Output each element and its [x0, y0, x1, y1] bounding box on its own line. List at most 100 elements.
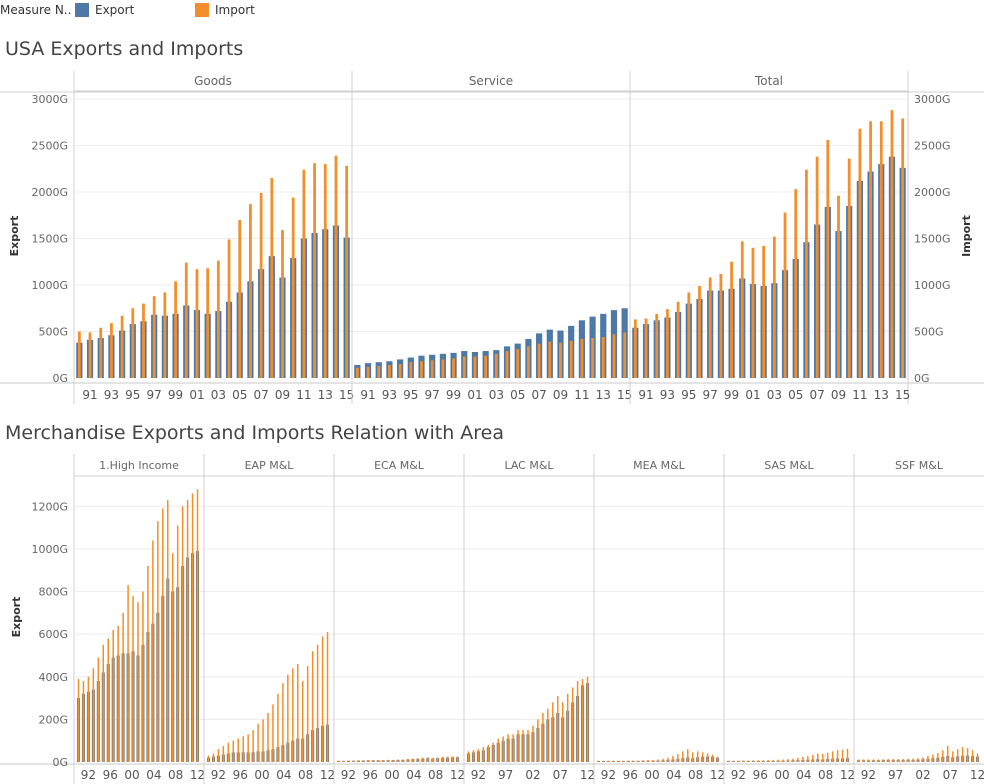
bar-import-service [473, 356, 477, 378]
bar-import-lac-m-l [512, 734, 514, 762]
bar-import-eca-m-l [397, 759, 399, 762]
bar-import-ssf-m-l [961, 747, 964, 762]
x-tick-label: 08 [298, 768, 313, 782]
bar-import-lac-m-l [482, 747, 485, 762]
panel-header-ssf-m-l: SSF M&L [895, 459, 944, 472]
bar-import-goods [249, 204, 252, 378]
x-tick-label: 07 [553, 768, 568, 782]
bar-import-sas-m-l [807, 756, 809, 762]
x-tick-label: 02 [915, 768, 930, 782]
bar-import-ssf-m-l [887, 759, 889, 762]
x-tick-label: 93 [660, 388, 675, 402]
bar-import-mea-m-l [667, 757, 669, 762]
x-tick-label: 96 [753, 768, 768, 782]
bar-import-1-high-income [191, 493, 194, 762]
x-tick-label: 07 [531, 388, 546, 402]
bar-import-total [805, 169, 808, 378]
x-tick-label: 09 [831, 388, 846, 402]
bar-import-1-high-income [122, 612, 124, 762]
bar-import-goods [131, 308, 135, 378]
bar-import-total [901, 118, 905, 378]
bar-import-ssf-m-l [912, 758, 914, 762]
bar-import-mea-m-l [677, 753, 679, 762]
x-tick-label: 01 [467, 388, 482, 402]
bar-import-service [601, 337, 605, 378]
bar-import-ssf-m-l [927, 756, 929, 762]
bar-import-service [388, 364, 391, 378]
x-tick-label: 05 [510, 388, 525, 402]
bar-import-ssf-m-l [966, 748, 969, 762]
y-tick-label-left: 1500G [31, 233, 68, 246]
bar-import-goods [142, 303, 145, 378]
chart2-title: Merchandise Exports and Imports Relation… [5, 422, 505, 444]
y-tick-label-left: 500G [38, 326, 68, 339]
bar-import-sas-m-l [737, 760, 740, 762]
bar-import-mea-m-l [627, 760, 629, 762]
y-axis-title-right: Import [960, 215, 973, 257]
bar-import-total [879, 121, 883, 378]
y-tick-label-right: 2000G [914, 186, 951, 199]
bar-import-goods [227, 239, 231, 378]
bar-import-sas-m-l [787, 759, 789, 762]
bar-import-1-high-income [132, 595, 134, 762]
bar-import-lac-m-l [477, 749, 480, 762]
bar-import-ssf-m-l [857, 759, 860, 762]
bar-import-1-high-income [92, 668, 95, 762]
merchandise-area-chart: 0G 200G 400G 600G 800G 1000G 1200G Export 1.High… [0, 454, 984, 784]
panel-header-total: Total [754, 74, 783, 88]
x-tick-label: 04 [146, 768, 161, 782]
panel-header-mea-m-l: MEA M&L [633, 459, 686, 472]
bar-import-eca-m-l [441, 756, 444, 762]
x-tick-label: 92 [341, 768, 356, 782]
bar-import-eap-m-l [326, 632, 329, 762]
bar-import-eap-m-l [301, 681, 304, 762]
y-tick-label-left: 2500G [31, 140, 68, 153]
bar-import-total [837, 195, 840, 378]
bar-import-ssf-m-l [932, 754, 934, 762]
x-tick-label: 08 [688, 768, 703, 782]
x-tick-label: 00 [124, 768, 139, 782]
y-tick-label: 200G [38, 713, 68, 726]
x-tick-label: 08 [168, 768, 183, 782]
x-tick-label: 92 [471, 768, 486, 782]
bar-import-eap-m-l [297, 663, 299, 762]
bar-import-eca-m-l [382, 760, 384, 762]
bar-import-mea-m-l [617, 760, 620, 762]
bar-import-mea-m-l [622, 760, 625, 762]
bar-import-service [484, 355, 488, 378]
bar-import-total [687, 292, 691, 378]
bar-import-eca-m-l [352, 760, 355, 762]
legend-title: Measure N.. [0, 3, 72, 17]
x-tick-label: 04 [276, 768, 291, 782]
x-tick-label: 13 [874, 388, 889, 402]
bar-import-eca-m-l [431, 757, 434, 762]
bar-import-eca-m-l [422, 757, 424, 762]
bar-import-eca-m-l [412, 758, 414, 762]
x-tick-label: 95 [681, 388, 696, 402]
x-tick-label: 96 [623, 768, 638, 782]
bar-import-service [377, 365, 381, 378]
x-tick-label: 99 [168, 388, 183, 402]
bar-import-eca-m-l [407, 759, 409, 762]
bar-import-1-high-income [82, 681, 85, 762]
panel-header-service: Service [469, 74, 513, 88]
bar-import-lac-m-l [492, 742, 495, 762]
bar-import-total [815, 156, 819, 378]
panel-header-goods: Goods [194, 74, 232, 88]
bar-import-eap-m-l [252, 730, 254, 762]
bar-import-mea-m-l [652, 759, 654, 762]
bar-import-service [580, 338, 584, 378]
x-tick-label: 92 [601, 768, 616, 782]
y-tick-label-left: 2000G [31, 186, 68, 199]
bar-import-sas-m-l [752, 760, 755, 762]
legend-item-export[interactable]: Export [75, 3, 134, 17]
x-tick-label: 97 [425, 388, 440, 402]
x-tick-label: 99 [446, 388, 461, 402]
x-tick-label: 95 [125, 388, 140, 402]
bar-import-lac-m-l [566, 693, 569, 762]
bar-import-eca-m-l [402, 759, 404, 762]
bar-import-eap-m-l [311, 651, 314, 762]
legend-item-import[interactable]: Import [195, 3, 255, 17]
bar-import-1-high-income [137, 602, 139, 762]
bar-import-goods [195, 269, 199, 378]
